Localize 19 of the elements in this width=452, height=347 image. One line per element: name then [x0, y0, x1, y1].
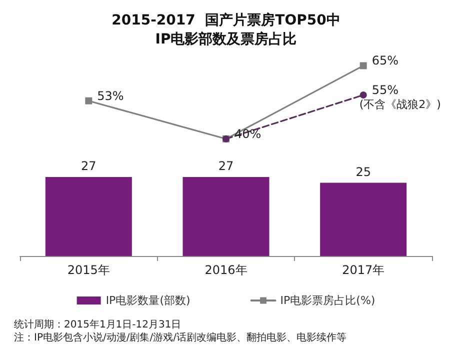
legend-label: IP电影数量(部数): [106, 294, 190, 307]
x-tick-label: 2015年: [67, 263, 110, 277]
data-label: 55%: [372, 82, 399, 97]
data-label: 65%: [372, 54, 399, 68]
data-label: 53%: [97, 88, 124, 103]
text: 注：IP电影包含小说/动漫/剧集/游戏/话剧改编电影、翻拍电影、电影续作等: [14, 332, 346, 344]
point: [360, 91, 367, 98]
annotation: (不含《战狼2》): [359, 98, 441, 111]
data-label: 25: [356, 164, 371, 179]
point: [360, 62, 367, 70]
x-tick-label: 2016年: [204, 263, 248, 277]
legend-label: IP电影票房占比(%): [280, 294, 376, 307]
point: [85, 97, 92, 104]
x-tick-label: 2017年: [342, 263, 385, 277]
data-label: 40%: [234, 126, 262, 141]
data-label: 27: [218, 158, 234, 173]
data-label: 27: [81, 158, 96, 173]
chart-title: 2015-2017 国产片票房TOP50中 IP电影部数及票房占比: [112, 12, 340, 48]
text: 统计周期：2015年1月1日-12月31日: [14, 318, 182, 330]
